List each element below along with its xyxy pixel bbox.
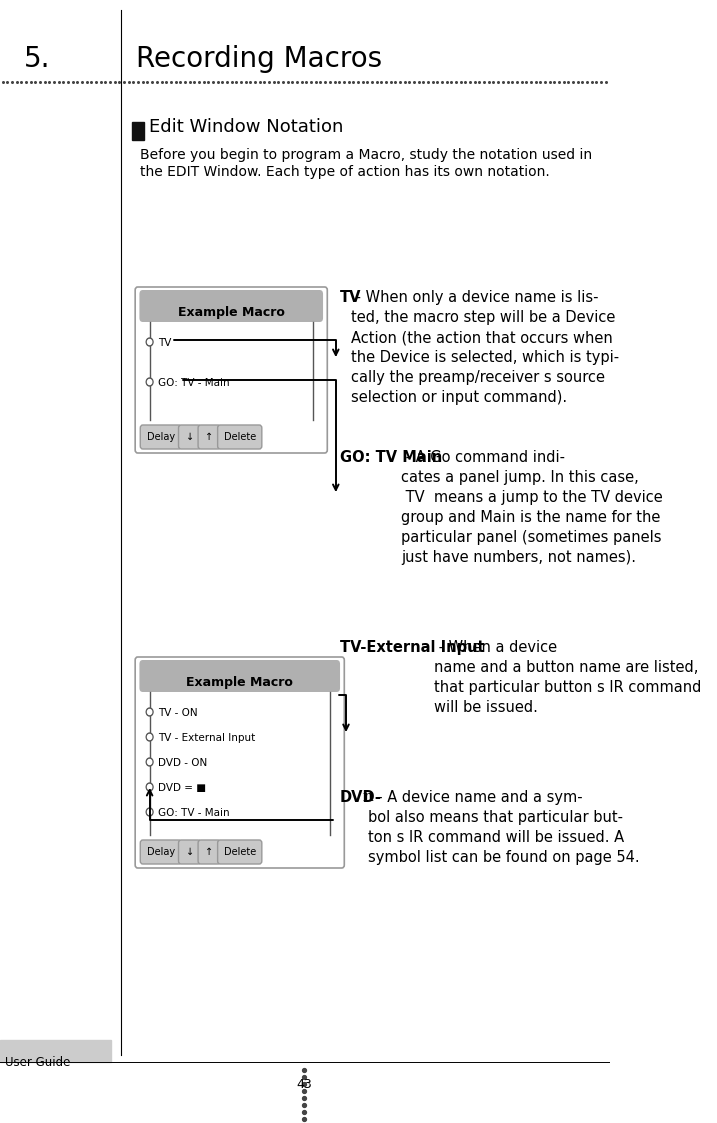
FancyBboxPatch shape xyxy=(179,424,201,449)
Text: DVD-: DVD- xyxy=(340,789,382,805)
Text: Delay: Delay xyxy=(146,847,175,857)
FancyBboxPatch shape xyxy=(139,660,340,692)
FancyBboxPatch shape xyxy=(218,424,262,449)
Text: Edit Window Notation: Edit Window Notation xyxy=(148,118,343,136)
FancyBboxPatch shape xyxy=(218,840,262,864)
Circle shape xyxy=(146,707,153,716)
Text: Delay: Delay xyxy=(146,432,175,442)
FancyBboxPatch shape xyxy=(198,424,220,449)
Text: TV - ON: TV - ON xyxy=(158,707,198,718)
Circle shape xyxy=(146,758,153,766)
Text: Delete: Delete xyxy=(224,432,256,442)
Text: Delete: Delete xyxy=(224,847,256,857)
FancyBboxPatch shape xyxy=(141,424,181,449)
Text: - When only a device name is lis-
ted, the macro step will be a Device
Action (t: - When only a device name is lis- ted, t… xyxy=(351,290,619,405)
Circle shape xyxy=(148,810,152,814)
Text: TV: TV xyxy=(340,290,361,305)
Text: - When a device
name and a button name are listed,
that particular button s IR c: - When a device name and a button name a… xyxy=(434,640,701,715)
Bar xyxy=(132,122,143,140)
Circle shape xyxy=(148,785,152,789)
Circle shape xyxy=(146,378,153,386)
Text: Before you begin to program a Macro, study the notation used in: Before you begin to program a Macro, stu… xyxy=(141,148,592,162)
Circle shape xyxy=(148,710,152,714)
FancyBboxPatch shape xyxy=(139,290,323,322)
FancyBboxPatch shape xyxy=(136,657,344,868)
Text: Recording Macros: Recording Macros xyxy=(136,45,382,73)
Text: GO: TV - Main: GO: TV - Main xyxy=(158,378,229,389)
Text: Example Macro: Example Macro xyxy=(178,305,285,319)
Text: GO: TV - Main: GO: TV - Main xyxy=(158,809,229,818)
FancyBboxPatch shape xyxy=(179,840,201,864)
Circle shape xyxy=(148,734,152,740)
Text: - A Go command indi-
cates a panel jump. In this case,
 TV  means a jump to the : - A Go command indi- cates a panel jump.… xyxy=(401,450,663,565)
Text: 43: 43 xyxy=(296,1078,312,1092)
Circle shape xyxy=(148,339,152,345)
Circle shape xyxy=(148,759,152,765)
Text: User Guide: User Guide xyxy=(5,1056,70,1069)
Circle shape xyxy=(146,783,153,791)
Text: ↑: ↑ xyxy=(205,847,213,857)
FancyBboxPatch shape xyxy=(141,840,181,864)
Text: TV-External Input: TV-External Input xyxy=(340,640,485,655)
FancyBboxPatch shape xyxy=(136,287,327,453)
Bar xyxy=(0,1040,110,1062)
Text: ↓: ↓ xyxy=(186,847,194,857)
Text: DVD = ■: DVD = ■ xyxy=(158,783,206,793)
Text: ↓: ↓ xyxy=(186,432,194,442)
Circle shape xyxy=(148,380,152,384)
Text: - A device name and a sym-
bol also means that particular but-
ton s IR command : - A device name and a sym- bol also mean… xyxy=(368,789,640,865)
Text: DVD - ON: DVD - ON xyxy=(158,758,207,768)
Text: TV - External Input: TV - External Input xyxy=(158,733,255,743)
Text: ↑: ↑ xyxy=(205,432,213,442)
Circle shape xyxy=(146,809,153,816)
FancyBboxPatch shape xyxy=(198,840,220,864)
Text: 5.: 5. xyxy=(24,45,50,73)
Text: Example Macro: Example Macro xyxy=(186,676,293,690)
Text: TV: TV xyxy=(158,338,171,348)
Text: GO: TV Main: GO: TV Main xyxy=(340,450,442,465)
Circle shape xyxy=(146,338,153,346)
Text: the EDIT Window. Each type of action has its own notation.: the EDIT Window. Each type of action has… xyxy=(141,165,550,179)
Circle shape xyxy=(146,733,153,741)
Text: n: n xyxy=(362,789,373,804)
